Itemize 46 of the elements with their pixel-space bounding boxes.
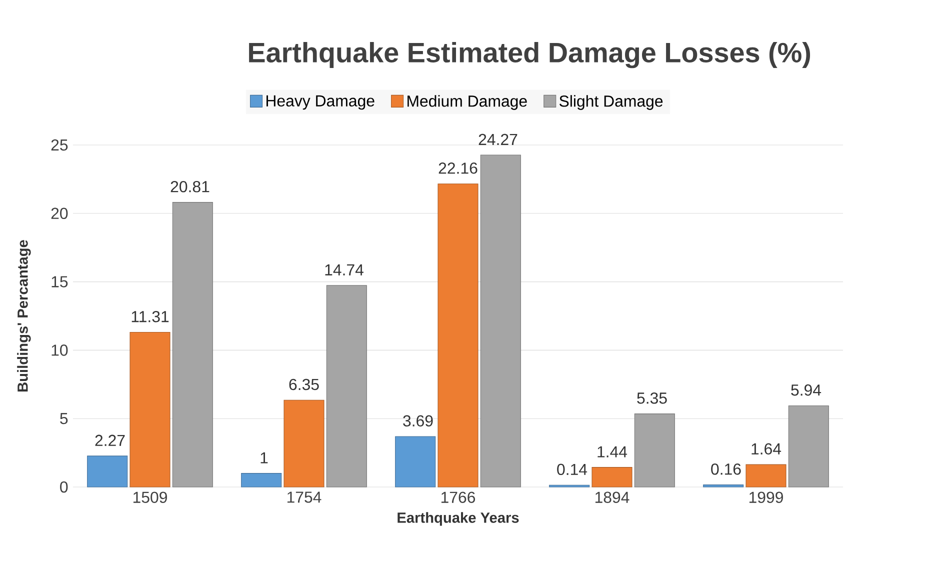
bar <box>284 400 324 488</box>
bar <box>438 184 478 488</box>
x-tick-label: 1509 <box>133 492 167 503</box>
data-label: 3.69 <box>403 415 433 426</box>
data-label: 2.27 <box>95 434 125 446</box>
bar <box>326 285 367 488</box>
bar <box>592 467 632 488</box>
y-tick-label: 15 <box>52 276 68 288</box>
data-label: 5.94 <box>791 384 822 396</box>
data-label: 1.64 <box>752 443 782 455</box>
bar <box>480 154 521 488</box>
y-tick-label: 10 <box>52 344 68 356</box>
bar <box>87 456 128 488</box>
chart-title: Earthquake Estimated Damage Losses (%) <box>249 42 810 68</box>
data-label: 14.74 <box>325 264 364 276</box>
data-label: 22.16 <box>438 162 478 174</box>
y-tick-label: 25 <box>51 139 68 151</box>
y-tick-label: 0 <box>60 481 68 493</box>
y-tick-label: 20 <box>51 208 68 220</box>
x-tick-label: 1894 <box>595 492 630 503</box>
x-tick-label: 1754 <box>287 492 322 503</box>
data-label: 1.44 <box>598 446 628 458</box>
data-label: 6.35 <box>289 378 319 390</box>
data-label: 1 <box>260 452 268 464</box>
bar <box>172 202 213 488</box>
x-axis-title: Earthquake Years <box>398 512 519 526</box>
bar <box>703 484 744 488</box>
bar <box>130 332 170 488</box>
legend-label: Heavy Damage <box>266 95 374 110</box>
data-label: 5.35 <box>637 392 667 404</box>
bar <box>634 414 675 488</box>
data-label: 11.31 <box>132 310 169 322</box>
data-label: 24.27 <box>478 134 518 145</box>
legend-label: Medium Damage <box>408 95 527 110</box>
bar <box>395 436 436 488</box>
bar <box>746 464 786 488</box>
x-tick-label: 1766 <box>441 492 476 503</box>
y-axis-title: Buildings' Percantage <box>17 240 31 392</box>
data-label: 0.16 <box>711 464 741 475</box>
data-label: 0.14 <box>557 464 588 476</box>
y-tick-label: 5 <box>60 413 68 424</box>
data-label: 20.81 <box>170 181 210 192</box>
bar <box>241 473 282 488</box>
legend-label: Slight Damage <box>560 95 663 110</box>
x-tick-label: 1999 <box>749 492 783 503</box>
bar <box>788 405 829 488</box>
